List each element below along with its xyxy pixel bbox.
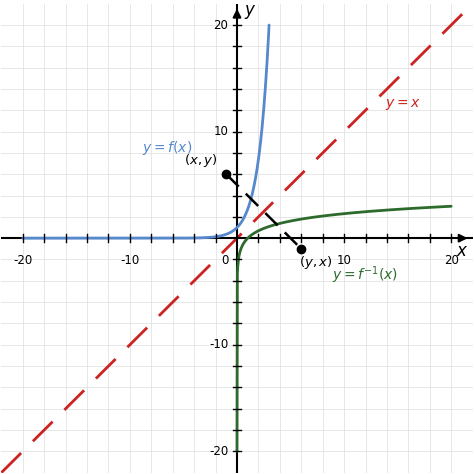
Text: -20: -20: [209, 445, 228, 458]
Text: 10: 10: [337, 254, 352, 267]
Text: -10: -10: [120, 254, 139, 267]
Text: -20: -20: [13, 254, 32, 267]
Text: 0: 0: [221, 254, 228, 267]
Text: $(y,x)$: $(y,x)$: [299, 254, 333, 271]
Text: $y = f^{-1}(x)$: $y = f^{-1}(x)$: [332, 264, 399, 286]
Text: $y = x$: $y = x$: [385, 98, 421, 112]
Text: $y$: $y$: [244, 3, 256, 21]
Text: $x$: $x$: [456, 242, 468, 260]
Text: 10: 10: [214, 125, 228, 138]
Text: $(x,y)$: $(x,y)$: [184, 152, 218, 169]
Text: $y = f(x)$: $y = f(x)$: [142, 138, 192, 156]
Text: 20: 20: [444, 254, 459, 267]
Text: -10: -10: [209, 338, 228, 351]
Text: 20: 20: [214, 18, 228, 32]
